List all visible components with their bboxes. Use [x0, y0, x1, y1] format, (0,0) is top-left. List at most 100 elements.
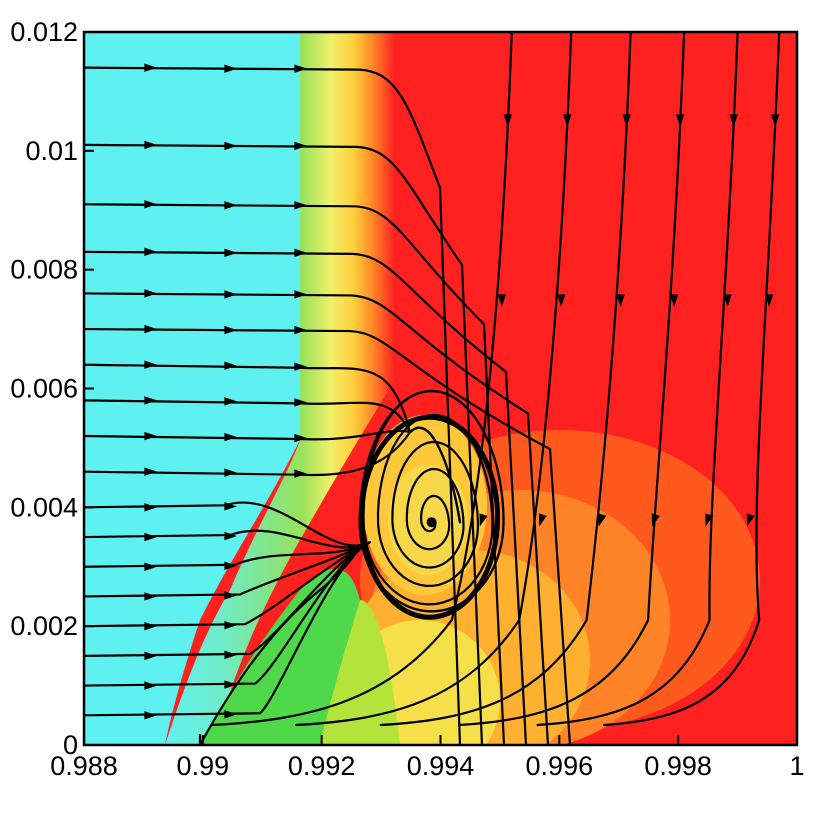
streamline — [295, 32, 573, 727]
x-tick-label: 0.994 — [407, 751, 475, 781]
flow-arrow — [675, 114, 685, 127]
flow-arrow — [144, 711, 157, 720]
flow-arrow — [294, 141, 307, 151]
flow-arrow — [224, 201, 237, 210]
flow-arrow — [294, 398, 307, 407]
flow-arrow — [497, 294, 506, 307]
flow-arrow — [746, 513, 755, 527]
streamline — [84, 541, 372, 598]
flow-arrow — [598, 513, 607, 527]
flow-arrow — [144, 562, 157, 571]
flow-arrow — [224, 290, 237, 299]
y-tick-label: 0.012 — [10, 17, 78, 47]
streamlines — [84, 32, 781, 745]
streamline — [84, 426, 462, 524]
flow-arrow — [224, 502, 237, 511]
flow-arrow — [770, 114, 780, 127]
flow-arrow — [651, 513, 660, 527]
streamline — [210, 32, 513, 727]
flow-arrow — [729, 114, 738, 127]
flow-arrow — [479, 513, 488, 527]
x-tick-label: 0.988 — [50, 751, 118, 781]
streamline — [84, 203, 506, 745]
vortex-spiral-line — [358, 389, 505, 613]
flow-arrow — [144, 247, 157, 257]
streamline — [84, 529, 372, 549]
streamline — [379, 32, 632, 727]
flow-arrow — [224, 141, 237, 151]
y-tick-label: 0.004 — [10, 492, 78, 522]
flow-arrow — [294, 248, 307, 258]
flow-arrow — [616, 294, 625, 307]
flow-arrow — [669, 294, 679, 307]
x-axis: 0.988 0.99 0.992 0.994 0.996 0.998 1 — [50, 735, 805, 781]
flow-arrow — [144, 467, 157, 476]
x-tick-label: 0.996 — [526, 751, 594, 781]
x-tick-label: 1 — [789, 751, 804, 781]
flow-arrow — [144, 503, 157, 512]
flow-arrow — [144, 651, 157, 661]
streamline — [84, 327, 572, 745]
flow-arrow — [294, 325, 307, 335]
separation-streamline — [198, 538, 367, 745]
flow-arrow — [144, 532, 157, 542]
flow-arrow — [224, 397, 237, 406]
yellow-green-wedge — [320, 600, 400, 745]
flow-arrow — [144, 431, 157, 441]
flow-arrow — [764, 294, 774, 307]
x-tick-label: 0.998 — [644, 751, 712, 781]
x-tick-label: 0.992 — [288, 751, 356, 781]
vortex-center — [426, 517, 437, 528]
flow-arrow — [144, 140, 157, 150]
flow-arrow — [144, 681, 157, 690]
flow-arrow — [622, 114, 631, 127]
y-tick-label: 0.01 — [25, 136, 78, 166]
flow-arrow — [224, 591, 237, 600]
flow-arrow — [144, 592, 157, 601]
flow-arrow — [294, 290, 307, 299]
flow-arrow — [224, 561, 237, 570]
streamline — [84, 66, 462, 745]
flow-arrow — [224, 64, 237, 73]
y-tick-label: 0 — [63, 730, 78, 760]
front-transition-band — [165, 32, 395, 745]
flow-arrow — [224, 620, 237, 630]
streamline — [84, 250, 528, 745]
streamline — [84, 292, 550, 745]
flow-arrow — [294, 362, 307, 371]
flow-arrow — [144, 396, 157, 405]
streamline — [84, 501, 372, 547]
flow-arrow — [224, 680, 237, 689]
y-axis: 0 0.002 0.004 0.006 0.008 0.01 0.012 — [10, 17, 94, 760]
streamline — [84, 541, 372, 568]
streamline — [603, 32, 781, 727]
flow-arrow — [503, 114, 512, 127]
flow-arrow — [144, 360, 157, 369]
streamline — [458, 32, 686, 727]
y-tick-label: 0.002 — [10, 611, 78, 641]
flow-arrow — [224, 650, 237, 660]
flow-arrow — [705, 513, 714, 527]
flow-arrow — [723, 294, 732, 307]
flow-arrow — [294, 433, 307, 443]
flow-arrow — [557, 294, 566, 307]
flow-arrow — [294, 469, 307, 478]
flow-arrow — [538, 513, 547, 527]
streamline — [536, 32, 739, 727]
flow-arrow — [224, 531, 237, 541]
x-tick-label: 0.99 — [177, 751, 230, 781]
flow-arrow — [224, 361, 237, 370]
flow-arrow — [144, 324, 157, 334]
green-wedge — [200, 568, 360, 745]
flow-arrow — [144, 63, 157, 72]
flow-arrow — [144, 621, 157, 631]
flow-arrow — [224, 468, 237, 477]
flow-arrow — [224, 325, 237, 335]
y-tick-label: 0.006 — [10, 374, 78, 404]
flow-arrow — [144, 289, 157, 298]
y-tick-label: 0.008 — [10, 255, 78, 285]
flow-arrow — [224, 432, 237, 442]
flow-arrow — [563, 114, 572, 127]
temperature-field — [84, 32, 797, 745]
